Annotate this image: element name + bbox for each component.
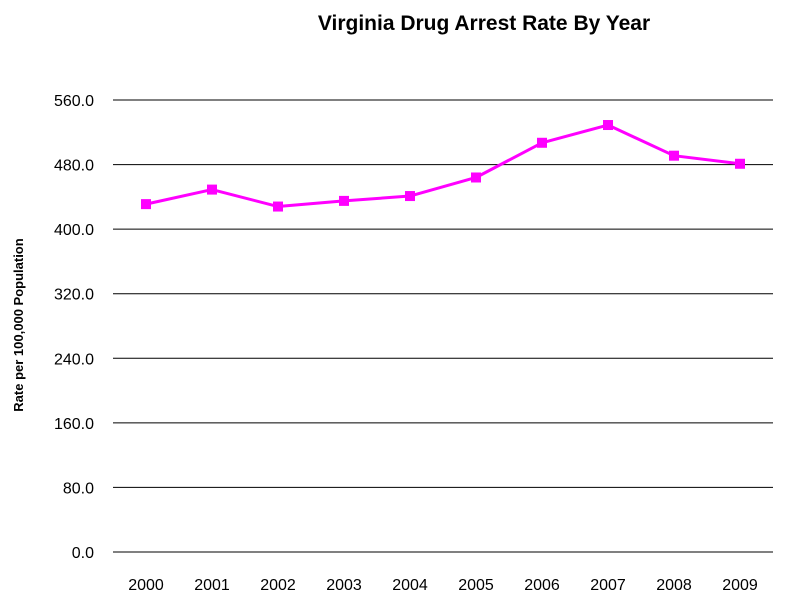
x-tick-label: 2000 — [128, 577, 164, 594]
x-tick-label: 2005 — [458, 577, 494, 594]
chart-title: Virginia Drug Arrest Rate By Year — [318, 12, 650, 35]
x-tick-labels: 2000 2001 2002 2003 2004 2005 2006 2007 2008 2009 — [128, 577, 758, 594]
data-point-marker — [669, 150, 679, 161]
y-tick-label: 320.0 — [54, 287, 94, 304]
data-point-marker — [405, 191, 415, 202]
data-point-marker — [141, 199, 151, 210]
y-axis-label: Rate per 100,000 Population — [11, 238, 26, 411]
data-point-marker — [339, 195, 349, 206]
data-point-marker — [471, 172, 481, 183]
y-tick-label: 400.0 — [54, 222, 94, 239]
y-tick-label: 80.0 — [63, 480, 94, 497]
data-point-marker — [735, 158, 745, 169]
y-tick-label: 480.0 — [54, 158, 94, 175]
series-line — [145, 123, 741, 209]
y-tick-label: 160.0 — [54, 416, 94, 433]
x-tick-label: 2008 — [656, 577, 692, 594]
data-point-marker — [603, 120, 613, 131]
data-point-marker — [207, 184, 217, 195]
x-tick-label: 2003 — [326, 577, 362, 594]
data-point-marker — [537, 137, 547, 148]
x-tick-label: 2006 — [524, 577, 560, 594]
x-tick-label: 2009 — [722, 577, 758, 594]
data-point-marker — [273, 201, 283, 212]
y-tick-label: 0.0 — [72, 545, 94, 562]
y-tick-label: 560.0 — [54, 93, 94, 110]
gridlines — [113, 99, 773, 553]
x-tick-label: 2004 — [392, 577, 428, 594]
y-tick-label: 240.0 — [54, 351, 94, 368]
series — [141, 120, 745, 212]
x-tick-label: 2007 — [590, 577, 626, 594]
y-tick-labels: 0.0 80.0 160.0 240.0 320.0 400.0 480.0 560.0 — [54, 93, 94, 562]
x-tick-label: 2001 — [194, 577, 230, 594]
x-tick-label: 2002 — [260, 577, 296, 594]
